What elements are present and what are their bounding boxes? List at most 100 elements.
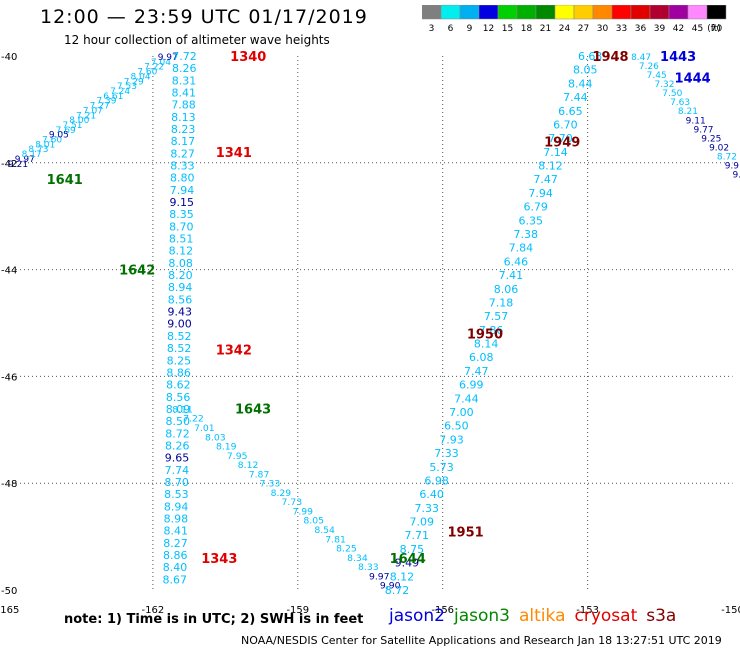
wave-height-value: 9.97 <box>369 571 390 582</box>
wave-height-value: 7.21 <box>76 111 96 121</box>
wave-height-value: 6.63 <box>578 50 603 63</box>
wave-height-value: 7.57 <box>484 310 509 323</box>
wave-height-value: 8.26 <box>165 439 190 452</box>
wave-height-value: 7.01 <box>194 423 215 434</box>
satellite-legend: jason2 jason3 altika cryosat s3a <box>389 606 685 626</box>
wave-height-value: 6.08 <box>469 351 494 364</box>
wave-height-value: 8.53 <box>164 488 189 501</box>
lon-tick-label: -153 <box>576 605 599 616</box>
wave-height-value: 8.75 <box>400 543 425 556</box>
wave-height-value: 7.24 <box>110 87 130 97</box>
pass-time-label: 1642 <box>119 264 155 279</box>
wave-height-value: 8.11 <box>172 404 193 415</box>
lon-tick-label: -159 <box>286 605 309 616</box>
page-subtitle: 12 hour collection of altimeter wave hei… <box>64 33 330 47</box>
lon-tick-label: -162 <box>142 605 165 616</box>
wave-height-value: 7.04 <box>151 58 171 68</box>
legend-label: 45 <box>692 24 703 34</box>
wave-height-value: 7.32 <box>654 80 674 90</box>
pass-time-label: 1444 <box>675 71 711 86</box>
wave-height-value: 6.46 <box>504 255 529 268</box>
wave-height-value: 8.41 <box>163 525 188 538</box>
wave-height-value: 9.77 <box>693 125 713 135</box>
wave-height-value: 9.97 <box>158 53 178 63</box>
wave-height-value: 7.60 <box>42 136 62 146</box>
legend-label: 36 <box>635 24 647 34</box>
wave-height-value: 8.35 <box>169 208 194 221</box>
wave-height-value: 9.90 <box>380 581 401 592</box>
color-legend: 3 6 9 12 15 18 21 24 27 30 33 36 39 42 45 70(ft) <box>422 5 727 34</box>
wave-height-value: 8.50 <box>165 415 190 428</box>
wave-height-value: 8.21 <box>678 107 698 117</box>
pass-time-label: 1641 <box>47 173 83 188</box>
lat-tick-label: -40 <box>1 52 17 63</box>
wave-height-value: 8.47 <box>631 53 651 63</box>
wave-height-value: 8.20 <box>168 269 193 282</box>
wave-height-value: 7.69 <box>56 126 76 136</box>
legend-label: 12 <box>483 24 494 34</box>
wave-height-value: 8.98 <box>164 512 189 525</box>
satellite-name-altika: altika <box>519 606 566 626</box>
legend-swatch <box>706 5 727 20</box>
wave-height-value: 7.07 <box>83 106 103 116</box>
wave-height-value: 8.52 <box>167 342 192 355</box>
wave-height-value: 8.27 <box>170 147 195 160</box>
wave-height-value: 8.12 <box>169 245 194 258</box>
wave-height-value: 9.6 <box>733 170 740 180</box>
wave-height-value: 8.04 <box>131 72 151 82</box>
legend-label: 6 <box>448 24 454 34</box>
wave-height-value: 7.74 <box>165 464 190 477</box>
wave-height-value: 8.29 <box>271 488 292 499</box>
wave-height-value: 9.21 <box>8 160 28 170</box>
wave-height-value: 8.41 <box>172 87 197 100</box>
wave-height-value: 8.51 <box>169 233 194 246</box>
wave-height-value: 8.25 <box>336 544 357 555</box>
wave-height-value: 7.38 <box>514 228 539 241</box>
wave-height-value: 7.47 <box>464 365 489 378</box>
wave-height-value: 7.81 <box>325 534 346 545</box>
lat-tick-label: -46 <box>1 372 17 383</box>
wave-height-value: 9.11 <box>686 116 706 126</box>
wave-height-value: 7.60 <box>137 68 157 78</box>
wave-height-value: 8.12 <box>390 570 415 583</box>
wave-height-value: 8.17 <box>22 150 42 160</box>
pass-time-label: 1644 <box>390 552 426 567</box>
wave-height-value: 8.01 <box>35 140 55 150</box>
wave-height-value: 8.33 <box>358 562 379 573</box>
legend-label: 30 <box>597 24 609 34</box>
wave-height-value: 8.17 <box>171 135 196 148</box>
wave-height-value: 8.14 <box>474 338 499 351</box>
wave-height-value: 8.33 <box>170 160 195 173</box>
wave-height-value: 8.13 <box>171 111 196 124</box>
wave-height-value: 8.05 <box>303 516 324 527</box>
wave-height-value: 7.45 <box>647 71 667 81</box>
wave-height-value: 7.39 <box>96 97 116 107</box>
wave-height-value: 7.71 <box>405 529 430 542</box>
wave-height-value: 8.25 <box>167 354 192 367</box>
wave-height-value: 8.26 <box>172 62 197 75</box>
wave-height-value: 6.35 <box>518 214 543 227</box>
legend-label: 27 <box>578 24 589 34</box>
lon-tick-label: -156 <box>431 605 454 616</box>
wave-height-value: 7.41 <box>499 269 524 282</box>
wave-height-value: 8.06 <box>494 283 519 296</box>
legend-label: 70 <box>711 24 723 34</box>
wave-height-value: 7.95 <box>227 451 248 462</box>
pass-time-label: 1342 <box>216 344 252 359</box>
wave-height-value: 8.00 <box>69 116 89 126</box>
pass-time-label: 1343 <box>201 552 237 567</box>
wave-height-value: 6.61 <box>103 92 123 102</box>
wave-height-value: 6.70 <box>553 118 578 131</box>
pass-time-label: 1949 <box>544 135 580 150</box>
lon-tick-label: -150 <box>721 605 740 616</box>
wave-height-value: 7.44 <box>563 91 588 104</box>
lat-tick-label: -50 <box>1 586 17 597</box>
wave-height-value: 7.00 <box>449 406 474 419</box>
wave-height-value: 8.86 <box>163 549 188 562</box>
wave-height-value: 8.44 <box>568 77 593 90</box>
wave-height-value: 8.31 <box>172 74 197 87</box>
legend-label: 18 <box>521 24 533 34</box>
wave-height-value: 8.56 <box>166 391 191 404</box>
wave-height-value: 7.70 <box>548 132 573 145</box>
